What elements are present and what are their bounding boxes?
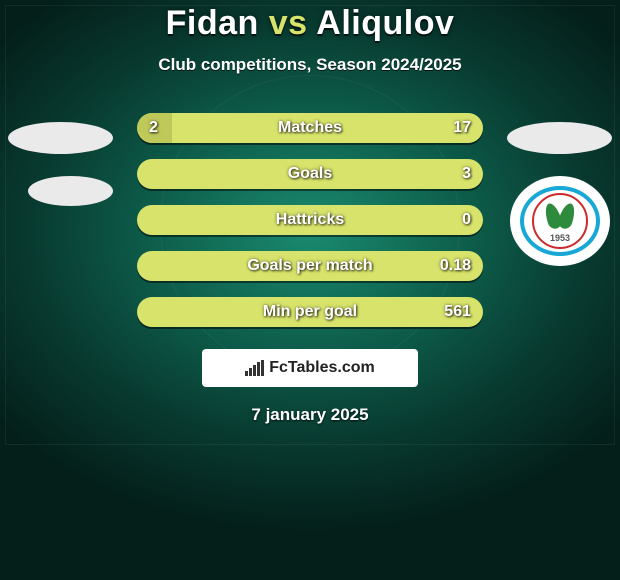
main-content: Fidan vs Aliqulov Club competitions, Sea…	[0, 0, 620, 425]
stat-label: Matches	[278, 119, 342, 137]
stat-label: Min per goal	[263, 303, 357, 321]
date-text: 7 january 2025	[0, 405, 620, 425]
brand-box: FcTables.com	[202, 349, 418, 387]
stat-right-value: 3	[462, 165, 471, 183]
stat-right-value: 561	[444, 303, 471, 321]
stat-bar-matches: 2 Matches 17	[137, 113, 483, 143]
page-title: Fidan vs Aliqulov	[0, 4, 620, 43]
brand-text: FcTables.com	[269, 359, 375, 377]
stat-label: Goals	[288, 165, 332, 183]
stats-bars: 2 Matches 17 Goals 3 Hattricks 0 Goals p…	[137, 113, 483, 327]
stat-label: Hattricks	[276, 211, 344, 229]
bar-chart-icon	[245, 360, 265, 376]
stat-left-value: 2	[149, 119, 158, 137]
stat-right-value: 17	[453, 119, 471, 137]
stat-bar-goals: Goals 3	[137, 159, 483, 189]
player1-name: Fidan	[166, 4, 259, 42]
stat-label: Goals per match	[247, 257, 372, 275]
stat-right-value: 0.18	[440, 257, 471, 275]
player2-name: Aliqulov	[316, 4, 454, 42]
stat-bar-goals-per-match: Goals per match 0.18	[137, 251, 483, 281]
stat-bar-hattricks: Hattricks 0	[137, 205, 483, 235]
stat-bar-min-per-goal: Min per goal 561	[137, 297, 483, 327]
stat-right-value: 0	[462, 211, 471, 229]
subtitle: Club competitions, Season 2024/2025	[0, 55, 620, 75]
vs-separator: vs	[269, 4, 308, 42]
